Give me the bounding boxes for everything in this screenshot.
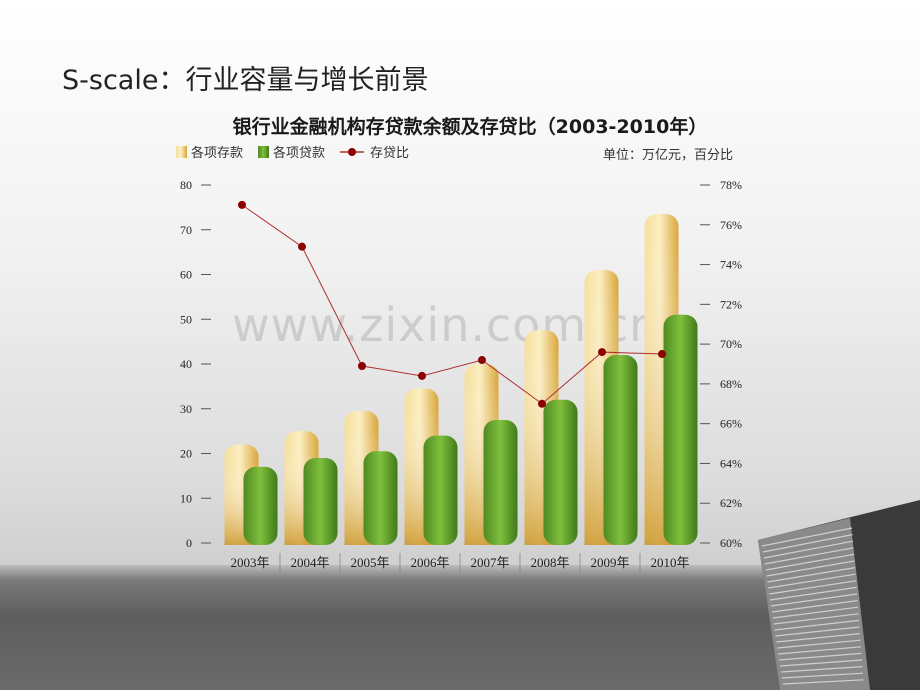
loan-bar-body (243, 466, 278, 545)
ratio-point (598, 348, 606, 357)
x-tick-label: 2005年 (350, 555, 389, 570)
building-window-row (771, 600, 858, 613)
ratio-line (238, 200, 666, 408)
building-window-row (776, 633, 861, 643)
loan-bar (243, 466, 278, 545)
ratio-point (478, 356, 486, 365)
ratio-polyline (241, 204, 663, 405)
legend-item-deposit: 各项存款 (176, 145, 243, 161)
legend-label-ratio: 存贷比 (370, 146, 409, 161)
axes: 0 10 20 30 40 50 60 70 80 60% 62% 64% 66% 68% 70% 72% 74… (180, 178, 742, 573)
loan-bar (303, 457, 338, 545)
building-window-row (769, 580, 857, 595)
legend: 各项存款 各项贷款 存贷比 (176, 145, 409, 161)
ratio-point (298, 242, 306, 251)
building-window-row (761, 527, 853, 547)
ratio-point (418, 371, 426, 380)
building-window-row (779, 659, 863, 667)
y-left-tick-label: 10 (180, 491, 192, 505)
y-right-tick-label: 76% (720, 218, 742, 232)
x-tick-label: 2003年 (230, 555, 269, 570)
building-window-row (782, 679, 864, 685)
loan-bar-body (603, 355, 638, 545)
bars (224, 214, 698, 545)
unit-note: 单位：万亿元，百分比 (603, 148, 734, 163)
slide-title: S-scale：行业容量与增长前景 (62, 65, 429, 96)
y-right-tick-label: 74% (720, 258, 742, 272)
x-tick-label: 2009年 (590, 555, 629, 570)
legend-item-ratio: 存贷比 (340, 146, 409, 161)
legend-swatch-deposit (176, 146, 187, 158)
ratio-point (238, 200, 246, 209)
y-left-tick-label: 40 (180, 357, 192, 371)
building-image (758, 500, 920, 690)
x-tick-label: 2004年 (290, 555, 329, 570)
building-window-row (762, 534, 853, 553)
chart: 各项存款 各项贷款 存贷比 0 10 20 30 40 50 60 70 80 60% 62% 64% 66… (176, 145, 742, 573)
y-right-tick-label: 62% (720, 496, 742, 510)
y-left-tick-label: 60 (180, 268, 192, 282)
loan-bar-body (303, 457, 338, 545)
legend-label-deposit: 各项存款 (191, 145, 243, 161)
legend-swatch-ratio-point (348, 148, 356, 156)
building-window-row (773, 613, 859, 625)
loan-bar (423, 435, 458, 545)
y-left-tick-label: 20 (180, 447, 192, 461)
building-window-row (781, 672, 864, 679)
y-right-tick-label: 60% (720, 536, 742, 550)
loan-bar-body (483, 419, 518, 545)
y-right-tick-label: 68% (720, 377, 742, 391)
building-window-row (765, 553, 855, 571)
loan-bar (483, 419, 518, 545)
loan-bar (363, 451, 398, 545)
building-window-row (770, 586, 857, 601)
y-left-tick-label: 0 (186, 536, 192, 550)
y-right-tick-label: 78% (720, 178, 742, 192)
y-left-tick-label: 30 (180, 402, 192, 416)
x-tick-label: 2010年 (650, 555, 689, 570)
y-right-tick-label: 66% (720, 417, 742, 431)
building-window-row (767, 567, 856, 583)
ratio-point (658, 350, 666, 359)
loan-bar-body (663, 314, 698, 545)
ratio-point (358, 361, 366, 370)
y-right-tick-label: 70% (720, 337, 742, 351)
building-window-row (764, 547, 854, 565)
building-window-row (774, 619, 860, 631)
building-window-row (763, 540, 854, 559)
ratio-point (538, 399, 546, 408)
legend-item-loan: 各项贷款 (258, 145, 325, 161)
x-tick-label: 2006年 (410, 555, 449, 570)
y-left-tick-label: 70 (180, 223, 192, 237)
loan-bar-body (423, 435, 458, 545)
chart-title: 银行业金融机构存贷款余额及存贷比（2003-2010年） (232, 116, 708, 138)
building-window-row (768, 573, 856, 589)
building-window-row (777, 639, 861, 649)
legend-label-loan: 各项贷款 (273, 145, 325, 161)
loan-bar (603, 355, 638, 545)
loan-bar-body (363, 451, 398, 545)
legend-swatch-loan (258, 146, 269, 158)
loan-bar-body (543, 399, 578, 545)
building-window-row (775, 626, 860, 637)
x-tick-label: 2008年 (530, 555, 569, 570)
building-window-row (779, 652, 862, 661)
loan-bar (663, 314, 698, 545)
y-right-tick-label: 72% (720, 297, 742, 311)
y-right-tick-label: 64% (720, 456, 742, 470)
building-window-row (772, 606, 859, 619)
building-window-row (766, 560, 855, 577)
building-window-row (770, 593, 858, 607)
building-window-row (780, 666, 863, 673)
x-tick-label: 2007年 (470, 555, 509, 570)
building-window-row (778, 646, 862, 655)
y-left-tick-label: 50 (180, 312, 192, 326)
y-left-tick-label: 80 (180, 178, 192, 192)
loan-bar (543, 399, 578, 545)
